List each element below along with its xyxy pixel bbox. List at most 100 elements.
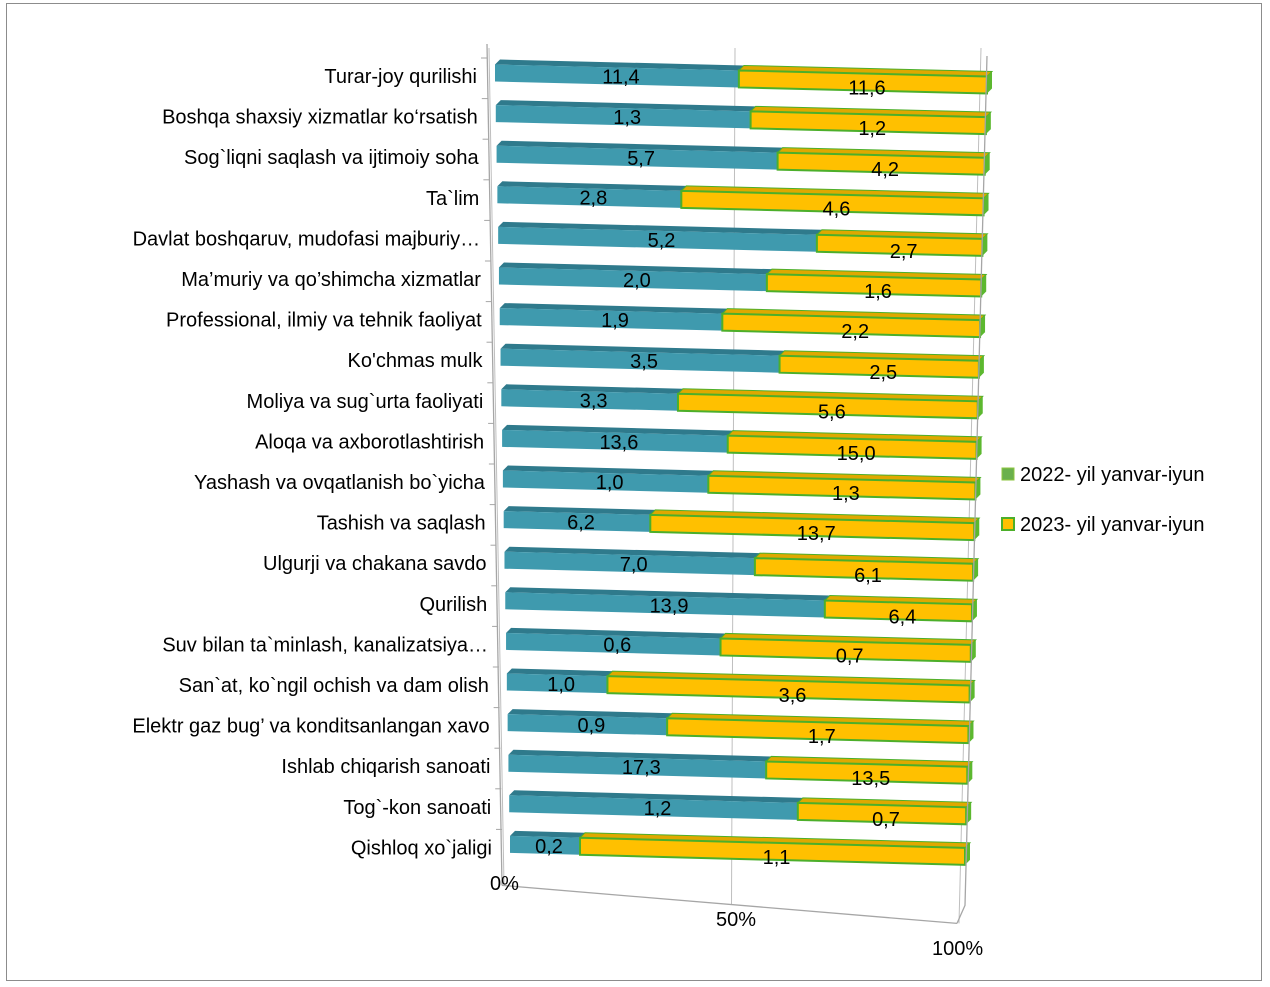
category-label-18: Tog`-kon sanoati <box>343 797 491 819</box>
data-label-2022-3: 2,8 <box>579 188 607 210</box>
category-label-0: Turar-joy qurilishi <box>324 66 477 88</box>
data-label-2023-13: 6,4 <box>888 606 916 628</box>
bar-2023-end-2 <box>984 152 990 175</box>
bar-2022-top-3 <box>497 181 687 191</box>
category-label-15: San`at, ko`ngil ochish va dam olish <box>179 675 489 697</box>
bar-2022-6 <box>499 308 723 331</box>
axes <box>481 43 988 925</box>
bar-2022-top-0 <box>495 59 744 71</box>
legend-marker-2023 <box>1001 517 1015 531</box>
x-axis-line <box>501 884 958 925</box>
category-label-3: Ta`lim <box>426 188 479 210</box>
category-label-14: Suv bilan ta`minlash, kanalizatsiya… <box>162 634 488 656</box>
data-label-2023-19: 1,1 <box>763 847 791 869</box>
bar-2022-3 <box>497 186 682 208</box>
bar-2022-top-11 <box>503 506 656 515</box>
x-tick-label-2: 100% <box>932 938 983 960</box>
bar-2022-top-1 <box>495 100 756 112</box>
category-label-2: Sog`liqni saqlash va ijtimoiy soha <box>184 147 479 169</box>
bar-2023-end-3 <box>983 193 989 216</box>
data-label-2023-0: 11,6 <box>848 77 885 99</box>
bar-2022-top-9 <box>502 424 733 436</box>
bar-2022-4 <box>498 226 817 252</box>
data-label-2022-14: 0,6 <box>603 635 631 657</box>
category-label-1: Boshqa shaxsiy xizmatlar ko‘rsatish <box>162 107 478 129</box>
bar-2022-14 <box>506 632 721 656</box>
data-label-2023-1: 1,2 <box>858 118 886 140</box>
data-label-2022-18: 1,2 <box>644 798 672 820</box>
category-label-11: Tashish va saqlash <box>317 513 486 535</box>
bar-2022-13 <box>505 592 825 618</box>
bar-2022-top-5 <box>498 262 772 275</box>
bar-2023-end-5 <box>981 274 987 297</box>
bar-2022-10 <box>502 470 709 493</box>
data-label-2022-7: 3,5 <box>630 351 658 373</box>
data-label-2023-3: 4,6 <box>823 199 851 221</box>
data-label-2023-12: 6,1 <box>854 565 882 587</box>
data-label-2022-16: 0,9 <box>577 715 605 737</box>
tick-labels: 0% 50% 100% <box>490 873 983 960</box>
data-label-2022-17: 17,3 <box>622 757 661 779</box>
data-label-2022-9: 13,6 <box>599 432 638 454</box>
x-tick-label-0: 0% <box>490 873 519 895</box>
bar-2022-top-4 <box>498 221 822 235</box>
legend-marker-2022 <box>1001 467 1015 481</box>
bar-2022-top-6 <box>499 303 728 314</box>
data-label-2022-0: 11,4 <box>602 66 639 88</box>
data-label-2023-5: 1,6 <box>864 281 892 303</box>
data-label-2023-16: 1,7 <box>808 726 836 748</box>
legend-label-2023: 2023- yil yanvar-iyun <box>1020 514 1205 536</box>
bar-2022-18 <box>509 795 798 820</box>
data-label-2022-2: 5,7 <box>627 148 655 170</box>
data-labels: 11,4 11,6 1,3 1,2 5,7 4,2 2,8 4,6 5,2 2,7 2,0 1,6 1,… <box>535 66 917 868</box>
right-wall-line <box>956 55 988 924</box>
bar-2022-9 <box>502 429 728 453</box>
bar-2022-top-17 <box>508 749 772 762</box>
legend-label-2022: 2022- yil yanvar-iyun <box>1020 464 1205 486</box>
data-label-2023-10: 1,3 <box>832 483 860 505</box>
bar-2023-end-4 <box>982 233 988 256</box>
category-label-5: Ma’muriy va qo’shimcha xizmatlar <box>181 269 481 291</box>
bar-2022-top-2 <box>496 140 783 153</box>
data-label-2023-18: 0,7 <box>872 809 900 831</box>
data-label-2022-13: 13,9 <box>650 595 689 617</box>
bar-2022-8 <box>501 389 678 411</box>
category-label-7: Ko'chmas mulk <box>348 350 484 372</box>
data-label-2023-11: 13,7 <box>797 523 836 545</box>
data-label-2023-17: 13,5 <box>851 768 890 790</box>
bar-2022-top-12 <box>504 546 760 559</box>
category-label-16: Elektr gaz bug’ va konditsanlangan xavo <box>132 716 489 738</box>
category-label-8: Moliya va sug`urta faoliyati <box>247 391 484 413</box>
data-label-2023-15: 3,6 <box>779 685 807 707</box>
bar-2022-12 <box>504 551 755 576</box>
bar-2023-end-0 <box>987 71 992 94</box>
bar-2022-top-8 <box>501 384 683 394</box>
data-label-2023-6: 2,2 <box>841 321 869 343</box>
legend: 2022- yil yanvar-iyun 2023- yil yanvar-i… <box>1001 464 1205 536</box>
bar-2023-end-9 <box>976 436 982 459</box>
data-label-2023-8: 5,6 <box>818 402 846 424</box>
bar-2022-top-10 <box>502 465 714 476</box>
data-label-2022-6: 1,9 <box>601 310 629 332</box>
category-label-4: Davlat boshqaruv, mudofasi majburiy… <box>133 228 481 250</box>
bar-2022-top-15 <box>506 668 613 677</box>
bar-2023-end-7 <box>978 355 984 378</box>
category-label-10: Yashash va ovqatlanish bo`yicha <box>194 472 486 494</box>
bar-2022-top-16 <box>507 709 673 719</box>
category-label-12: Ulgurji va chakana savdo <box>263 553 486 575</box>
bar-2022-top-7 <box>500 343 785 356</box>
data-label-2022-12: 7,0 <box>620 554 648 576</box>
category-label-6: Professional, ilmiy va tehnik faoliyat <box>166 310 482 332</box>
bar-2022-0 <box>495 64 739 88</box>
bar-2022-2 <box>496 145 778 170</box>
bar-2022-16 <box>507 714 668 736</box>
data-label-2023-4: 2,7 <box>890 241 918 263</box>
data-label-2022-5: 2,0 <box>623 270 651 292</box>
data-label-2022-15: 1,0 <box>547 674 575 696</box>
bar-2022-15 <box>506 673 608 694</box>
x-tick-label-1: 50% <box>716 909 756 931</box>
bar-2022-top-13 <box>505 587 830 601</box>
gridline-0% <box>488 47 505 886</box>
bar-2022-17 <box>508 754 767 779</box>
